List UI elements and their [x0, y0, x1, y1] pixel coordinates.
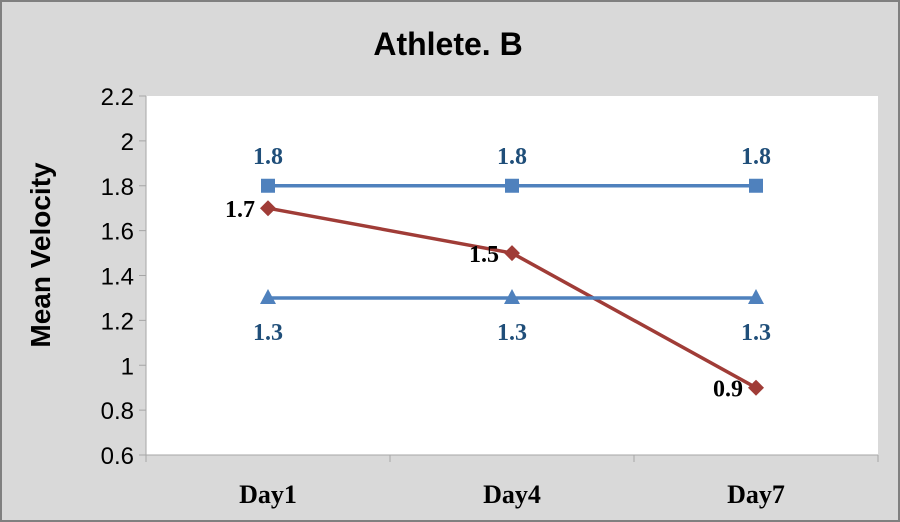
series-0: 1.8 1.8 1.8 — [253, 144, 771, 193]
y-tick-label: 0.6 — [101, 443, 134, 470]
y-tick-label: 1.6 — [101, 219, 134, 246]
y-tick-label: 2 — [121, 129, 134, 156]
data-point-triangle — [504, 288, 520, 304]
series-layer: 1.8 1.8 1.8 1.7 1.5 0.9 1.3 1.3 1.3 — [225, 144, 771, 403]
data-point-diamond — [748, 379, 764, 396]
y-tick-label: 1.8 — [101, 174, 134, 201]
data-label: 1.3 — [741, 320, 771, 346]
x-tick-label: Day1 — [239, 480, 297, 509]
data-point-triangle — [748, 288, 764, 304]
y-tick-label: 2.2 — [101, 84, 134, 111]
y-tick-label: 1.4 — [101, 264, 134, 291]
chart-title: Athlete. B — [373, 26, 522, 62]
y-axis-label: Mean Velocity — [25, 162, 56, 348]
y-tick-label: 0.8 — [101, 398, 134, 425]
data-label: 1.3 — [497, 320, 527, 346]
data-point-diamond — [260, 200, 276, 217]
y-tick-label: 1 — [121, 353, 134, 380]
data-label: 1.7 — [225, 197, 255, 223]
data-point-square — [505, 178, 519, 193]
data-point-triangle — [260, 288, 276, 304]
data-point-diamond — [504, 245, 520, 262]
data-label: 1.8 — [741, 144, 771, 170]
data-label: 1.8 — [253, 144, 283, 170]
data-label: 1.8 — [497, 144, 527, 170]
series-2: 1.3 1.3 1.3 — [253, 288, 771, 346]
axes: 2.2 2 1.8 1.6 1.4 1.2 1 0.8 0.6 Day1 Day4 Day7 — [101, 84, 879, 509]
series-1: 1.7 1.5 0.9 — [225, 197, 764, 403]
data-point-square — [261, 178, 275, 193]
y-tick-label: 1.2 — [101, 308, 134, 335]
data-point-square — [749, 178, 763, 193]
x-tick-label: Day4 — [483, 480, 541, 509]
x-tick-label: Day7 — [727, 480, 785, 509]
data-label: 1.3 — [253, 320, 283, 346]
data-label: 0.9 — [713, 377, 743, 403]
data-label: 1.5 — [469, 242, 499, 268]
